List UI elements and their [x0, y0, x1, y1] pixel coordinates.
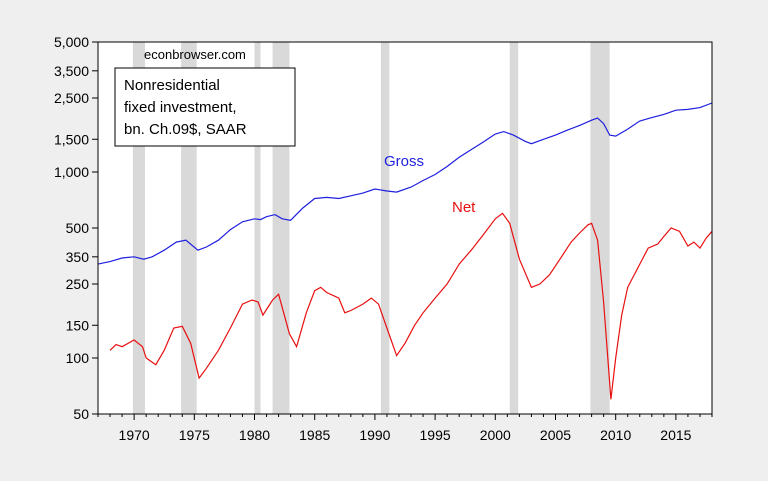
- y-tick-label: 5,000: [54, 34, 89, 50]
- legend-box: Nonresidential fixed investment, bn. Ch.…: [114, 67, 296, 147]
- series-lines: [97, 102, 713, 400]
- x-tick-label: 1970: [119, 427, 150, 443]
- y-tick-label: 250: [66, 276, 90, 292]
- x-tick-label: 1995: [420, 427, 451, 443]
- y-tick-label: 1,000: [54, 164, 89, 180]
- y-tick-label: 3,500: [54, 63, 89, 79]
- legend-title-line-2: fixed investment,: [124, 99, 237, 116]
- y-axis: 50 100 150 250 350 500 1,000 1,500 2,500 3,500 5,0…: [54, 34, 98, 422]
- x-tick-label: 2010: [600, 427, 631, 443]
- recession-band-2: [254, 42, 261, 414]
- legend-title-line-3: bn. Ch.09$, SAAR: [124, 121, 247, 138]
- gross-series-label: Gross: [384, 153, 424, 170]
- net-series-label: Net: [452, 199, 476, 216]
- x-tick-label: 1975: [179, 427, 210, 443]
- x-tick-label: 1990: [359, 427, 390, 443]
- recession-band-4: [380, 42, 390, 414]
- y-tick-label: 500: [66, 220, 90, 236]
- x-tick-label: 2015: [660, 427, 691, 443]
- x-tick-label: 1980: [239, 427, 270, 443]
- y-tick-label: 350: [66, 249, 90, 265]
- net-series-line: [109, 212, 713, 400]
- y-tick-label: 100: [66, 350, 90, 366]
- y-tick-label: 50: [73, 406, 89, 422]
- y-tick-label: 150: [66, 317, 90, 333]
- legend-frame: [114, 67, 296, 147]
- x-tick-label: 2005: [540, 427, 571, 443]
- x-tick-label: 2000: [480, 427, 511, 443]
- gross-series-line: [97, 102, 713, 265]
- x-axis: 1970 1975 1980 1985 1990 1995 2000 2005 2010 2015: [97, 414, 713, 443]
- y-tick-label: 2,500: [54, 90, 89, 106]
- y-tick-label: 1,500: [54, 131, 89, 147]
- legend-title-line-1: Nonresidential: [124, 77, 220, 94]
- watermark: econbrowser.com: [144, 47, 246, 62]
- recession-band-5: [509, 42, 519, 414]
- x-tick-label: 1985: [299, 427, 330, 443]
